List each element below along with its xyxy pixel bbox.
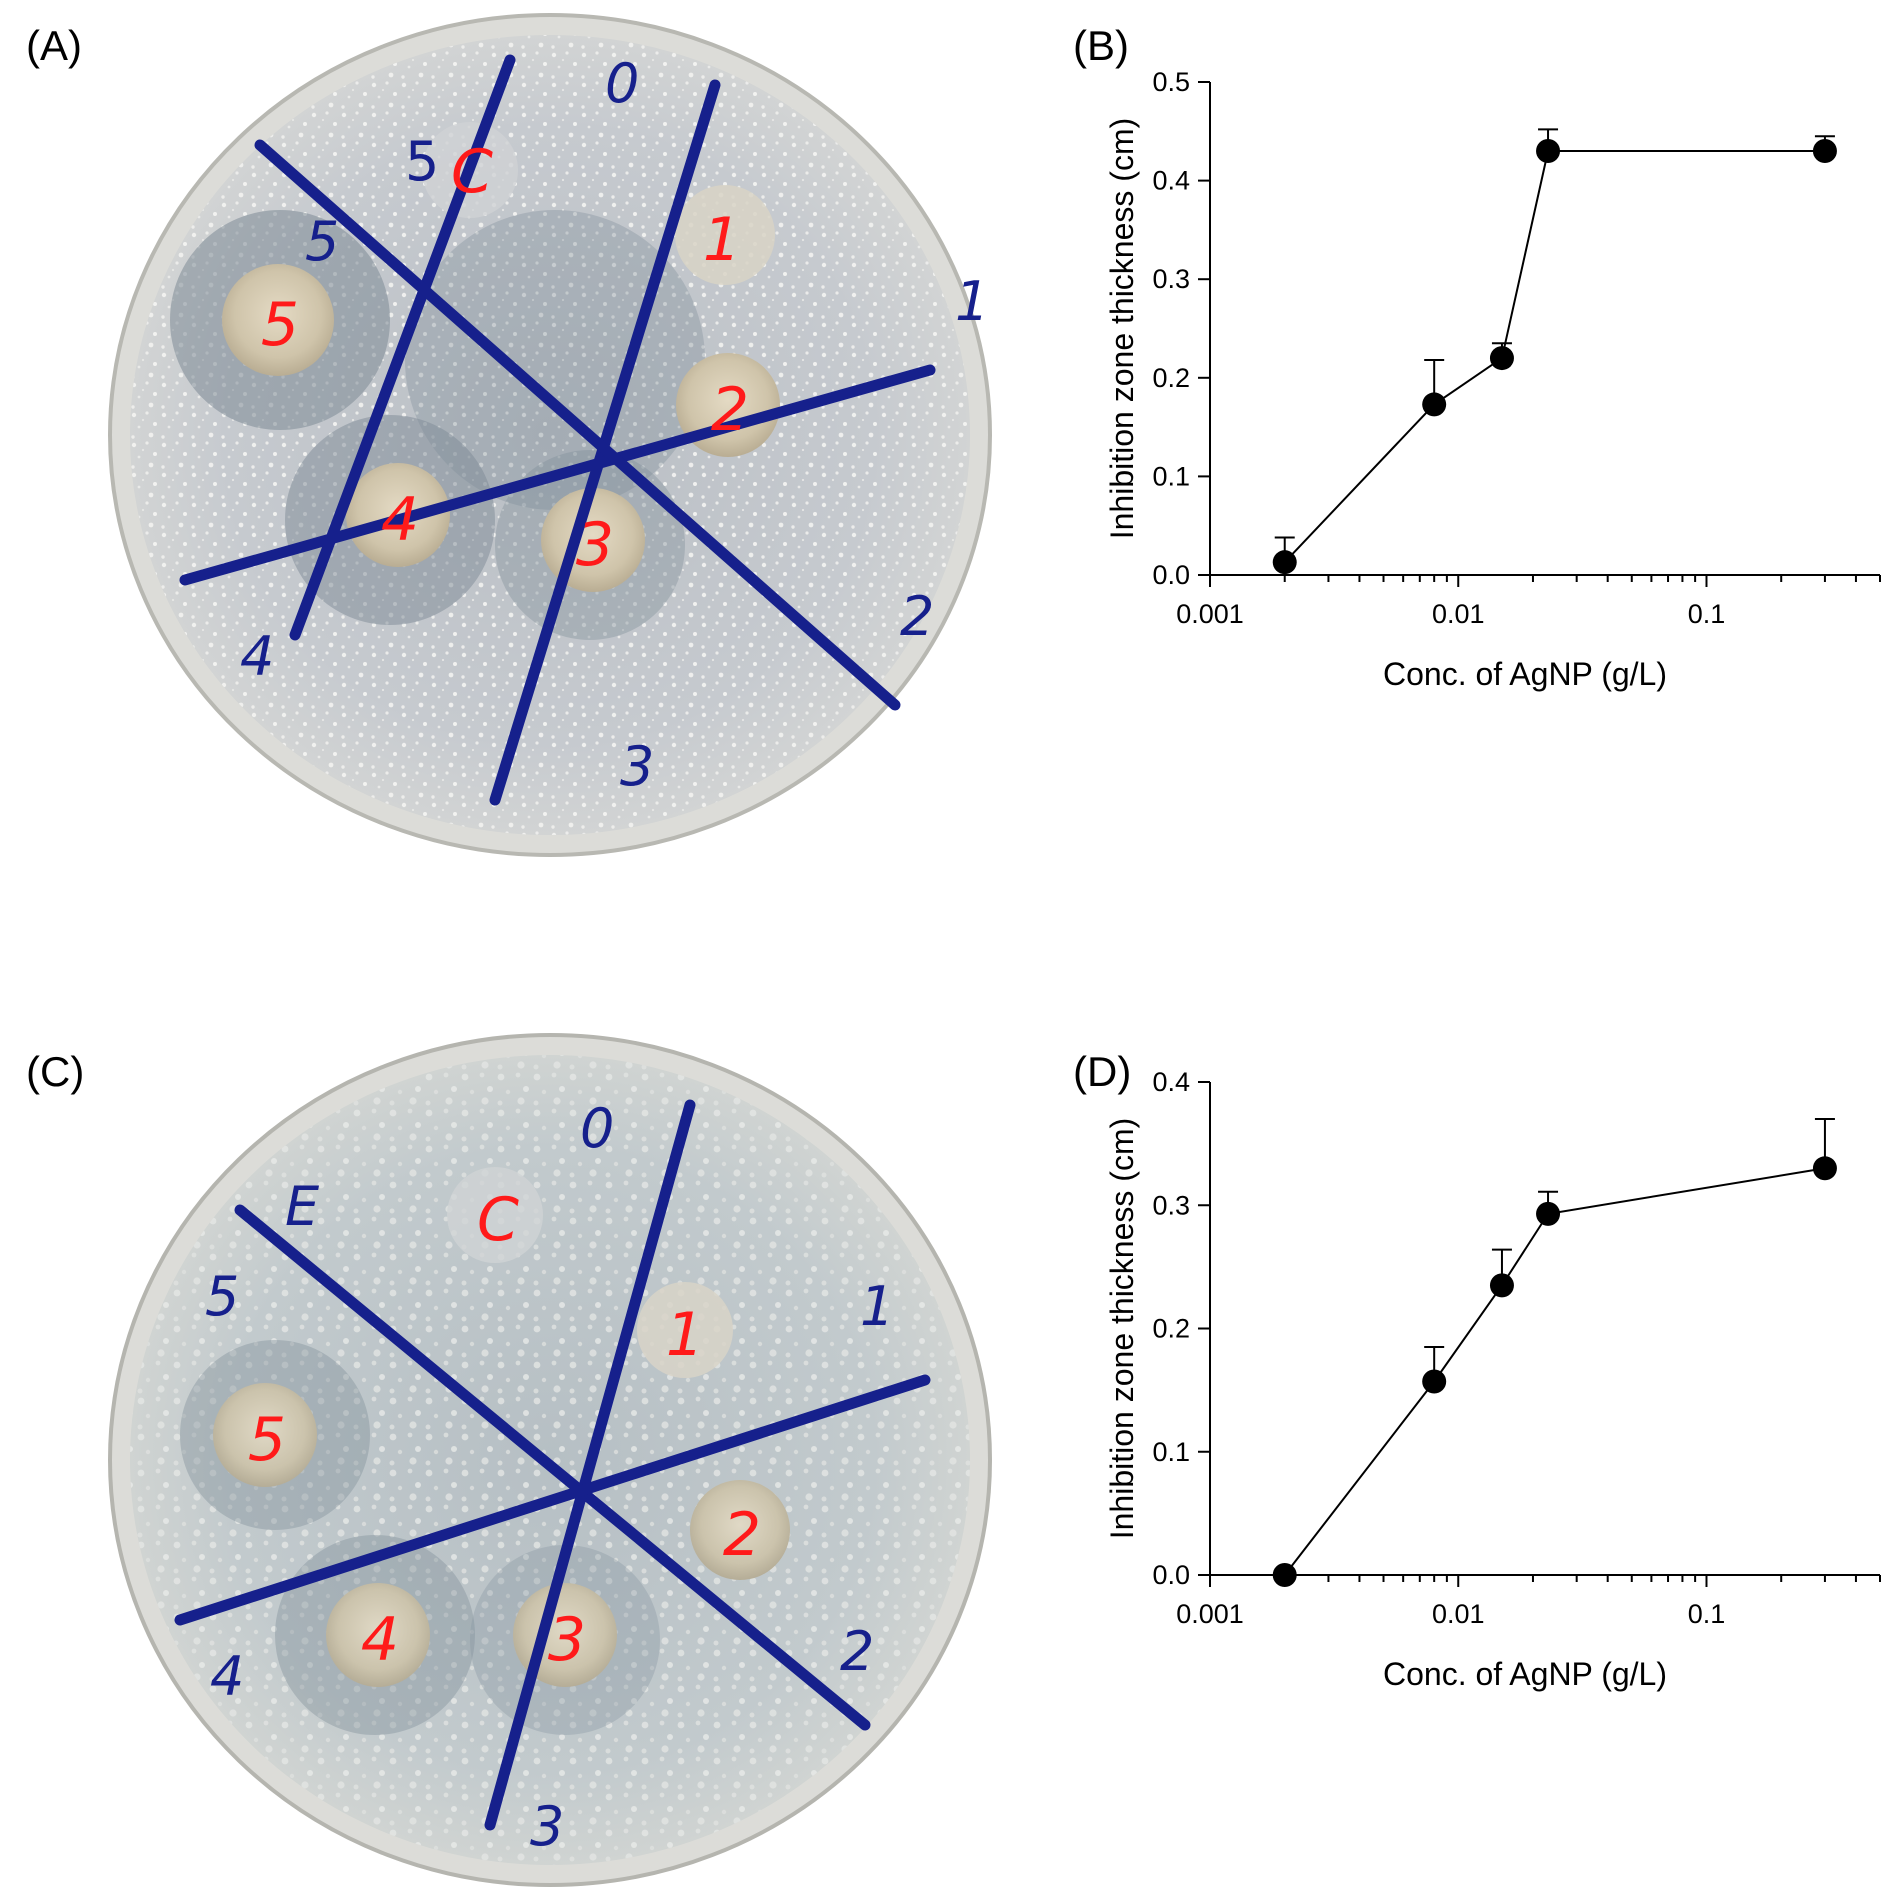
y-tick-label: 0.2 — [1152, 1314, 1190, 1344]
spot-label: 4 — [361, 1605, 399, 1675]
y-axis-title: Inhibition zone thickness (cm) — [1104, 1118, 1140, 1540]
data-point — [1272, 1563, 1297, 1587]
sector-mark: 1 — [955, 270, 989, 333]
sector-mark: 5 — [405, 130, 439, 193]
data-point — [1489, 346, 1514, 371]
sample-spot — [675, 185, 775, 285]
y-tick-label: 0.3 — [1152, 264, 1190, 294]
y-tick-label: 0.1 — [1152, 1437, 1190, 1467]
sample-spot — [690, 1480, 790, 1580]
data-point — [1422, 392, 1447, 417]
spot-label-control: C — [451, 137, 493, 207]
spot-label: 3 — [548, 1605, 586, 1675]
sample-spot — [222, 264, 334, 376]
petri-dish-photo-a: 0 1 2 3 4 5 5 C 1 2 3 4 5 — [108, 13, 992, 857]
x-tick-label: 0.001 — [1176, 1599, 1244, 1629]
sector-mark: 0 — [605, 52, 639, 115]
y-tick-label: 0.5 — [1152, 67, 1190, 97]
sector-mark: 5 — [205, 1265, 239, 1328]
sector-line — [174, 1374, 931, 1626]
sector-mark: 2 — [900, 585, 934, 648]
spot-label: 5 — [261, 290, 299, 360]
x-axis-title: Conc. of AgNP (g/L) — [1383, 1656, 1667, 1692]
panel-label-d: (D) — [1073, 1048, 1132, 1095]
sector-line — [179, 364, 936, 586]
data-point — [1536, 1201, 1561, 1226]
y-tick-label: 0.4 — [1152, 166, 1190, 196]
x-axis-title: Conc. of AgNP (g/L) — [1383, 656, 1667, 692]
y-tick-label: 0.0 — [1152, 560, 1190, 590]
sector-mark: 5 — [305, 210, 339, 273]
x-tick-label: 0.001 — [1176, 599, 1244, 629]
colony-lawn — [130, 35, 970, 835]
x-tick-label: 0.1 — [1688, 1599, 1726, 1629]
y-axis-title: Inhibition zone thickness (cm) — [1104, 118, 1140, 540]
sample-spot — [637, 1282, 733, 1378]
x-tick-label: 0.1 — [1688, 599, 1726, 629]
sector-line — [484, 1099, 696, 1831]
sector-mark: E — [285, 1175, 320, 1238]
sector-mark: 4 — [240, 625, 274, 688]
sector-line — [254, 139, 901, 711]
panel-label-a: (A) — [26, 22, 82, 69]
sector-mark: 3 — [620, 735, 654, 798]
chart-d: 0.0 0.1 0.2 0.3 0.4 0.001 0.01 0.1 Conc. of AgNP… — [1104, 1067, 1881, 1692]
data-point — [1536, 139, 1561, 164]
sector-line — [234, 1204, 871, 1731]
y-tick-label: 0.4 — [1152, 1067, 1190, 1097]
data-point — [1489, 1273, 1514, 1298]
sample-spot — [447, 1167, 543, 1263]
x-tick-label: 0.01 — [1432, 1599, 1485, 1629]
y-tick-label: 0.2 — [1152, 363, 1190, 393]
y-tick-label: 0.1 — [1152, 461, 1190, 491]
spot-label-control: C — [477, 1185, 519, 1255]
sector-mark: 0 — [580, 1097, 614, 1160]
petri-dish-photo-c: 0 1 2 3 4 5 E C 1 2 3 4 5 — [108, 1033, 992, 1887]
sector-mark: 2 — [840, 1620, 874, 1683]
spot-label: 2 — [723, 1500, 761, 1570]
spot-label: 3 — [576, 510, 614, 580]
panel-label-c: (C) — [26, 1048, 85, 1095]
series-line — [1283, 1167, 1826, 1576]
sector-mark: 4 — [210, 1645, 244, 1708]
sector-mark: 1 — [860, 1275, 894, 1338]
sector-mark: 3 — [530, 1795, 564, 1858]
y-tick-label: 0.3 — [1152, 1190, 1190, 1220]
spot-label: 5 — [248, 1405, 286, 1475]
inhibition-halo — [405, 210, 705, 510]
sample-spot — [326, 1583, 430, 1687]
chart-b: 0.0 0.1 0.2 0.3 0.4 0.5 0.001 0.01 0.1 Conc. of A… — [1104, 67, 1881, 692]
data-point — [1422, 1369, 1447, 1394]
x-tick-label: 0.01 — [1432, 599, 1485, 629]
data-point — [1812, 1156, 1837, 1181]
data-point — [1272, 550, 1297, 575]
spot-label: 2 — [711, 375, 749, 445]
spot-label: 4 — [381, 485, 419, 555]
panel-label-b: (B) — [1073, 22, 1129, 69]
spot-label: 1 — [703, 205, 741, 275]
sample-spot — [213, 1383, 317, 1487]
y-tick-label: 0.0 — [1152, 1560, 1190, 1590]
series-line — [1284, 150, 1825, 563]
data-point — [1812, 139, 1837, 164]
spot-label: 1 — [666, 1300, 704, 1370]
